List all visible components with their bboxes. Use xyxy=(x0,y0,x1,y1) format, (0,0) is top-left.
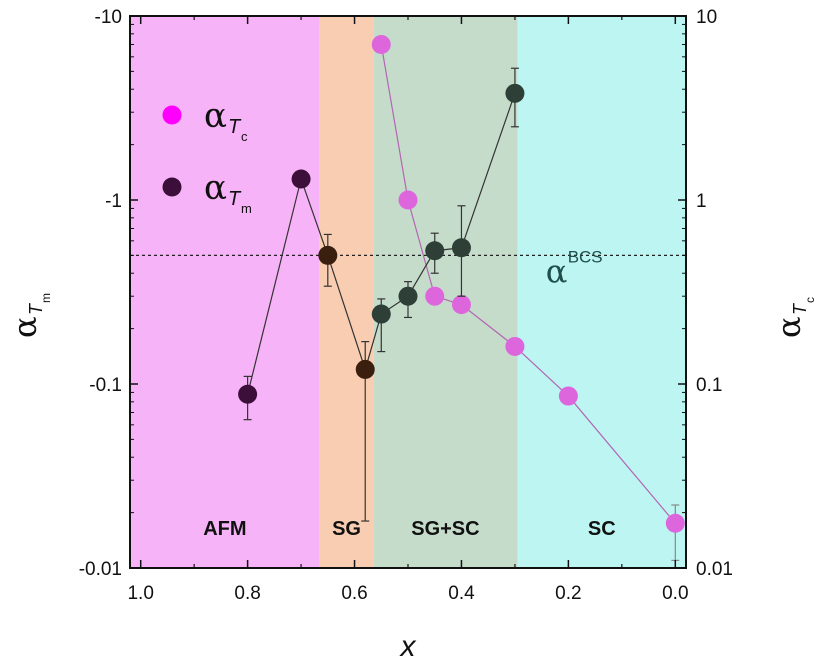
region-labels: AFM SG SG+SC SC xyxy=(203,518,615,540)
y-right-tick-label: 1 xyxy=(696,191,707,212)
region-label-afm: AFM xyxy=(203,518,246,540)
alpha-tm-point xyxy=(371,304,391,324)
x-tick-label: 0.6 xyxy=(341,583,367,604)
region-sc xyxy=(517,16,686,568)
legend-marker xyxy=(162,105,182,125)
y-left-title-symbol: α xyxy=(6,316,44,338)
region-afm xyxy=(130,16,320,568)
phase-regions xyxy=(130,16,686,568)
region-label-sc: SC xyxy=(588,518,616,540)
y-left-title-sub: T xyxy=(26,302,46,315)
y-right-title: αTc xyxy=(770,297,817,338)
legend-symbol: α xyxy=(204,96,227,136)
alpha-tm-point xyxy=(398,286,418,306)
bcs-reference: α BCS xyxy=(130,247,686,290)
legend-symbol: α xyxy=(204,168,227,208)
x-tick-label: 0.4 xyxy=(448,583,475,604)
alpha-tm-point xyxy=(505,83,525,103)
alpha-tm-point xyxy=(451,238,471,258)
alpha-tc-point xyxy=(665,513,685,533)
alpha-tm-point xyxy=(425,241,445,261)
bcs-label: α xyxy=(546,252,568,290)
alpha-tm-point xyxy=(355,359,375,379)
legend-sub: T xyxy=(228,188,242,210)
y-right-title-subsub: c xyxy=(803,297,817,303)
y-left-tick-label: -1 xyxy=(105,191,122,212)
y-right-title-symbol: α xyxy=(770,316,808,338)
x-tick-label: 0.2 xyxy=(555,583,581,604)
alpha-tc-point xyxy=(371,35,391,55)
alpha-tc-point xyxy=(398,190,418,210)
alpha-tm-point xyxy=(238,384,258,404)
y-left-title: αTm xyxy=(6,293,53,338)
x-tick-label: 0.8 xyxy=(234,583,260,604)
x-axis-title: x xyxy=(399,630,417,663)
axis-ticks: 1.0 0.8 0.6 0.4 0.2 0.0 -10 -1 -0.1 -0.01 10 1 0.1 0.… xyxy=(79,7,733,604)
legend-subsub: m xyxy=(241,201,252,216)
y-left-tick-label: -0.1 xyxy=(89,375,122,396)
alpha-tm-point xyxy=(291,169,311,189)
legend-marker xyxy=(162,177,182,197)
y-right-title-sub: T xyxy=(790,302,810,315)
x-tick-label: 1.0 xyxy=(127,583,153,604)
legend-sub: T xyxy=(228,116,242,138)
region-label-sg-sc: SG+SC xyxy=(411,518,479,540)
series-alpha-tm xyxy=(238,67,525,522)
bcs-superscript: BCS xyxy=(568,247,603,266)
region-sg xyxy=(319,16,374,568)
legend-subsub: c xyxy=(241,129,248,144)
alpha-tm-point xyxy=(318,245,338,265)
alpha-tc-point xyxy=(505,336,525,356)
y-right-tick-label: 10 xyxy=(696,7,717,28)
series-alpha-tc xyxy=(371,35,685,561)
region-label-sg: SG xyxy=(332,518,361,540)
region-sg-sc xyxy=(373,16,518,568)
y-right-tick-label: 0.01 xyxy=(696,559,733,580)
y-left-title-subsub: m xyxy=(39,293,53,303)
y-right-tick-label: 0.1 xyxy=(696,375,722,396)
x-tick-label: 0.0 xyxy=(662,583,688,604)
alpha-tc-point xyxy=(451,295,471,315)
y-left-tick-label: -0.01 xyxy=(79,559,122,580)
alpha-tc-point xyxy=(558,386,578,406)
alpha-tc-point xyxy=(425,286,445,306)
y-left-tick-label: -10 xyxy=(95,7,122,28)
